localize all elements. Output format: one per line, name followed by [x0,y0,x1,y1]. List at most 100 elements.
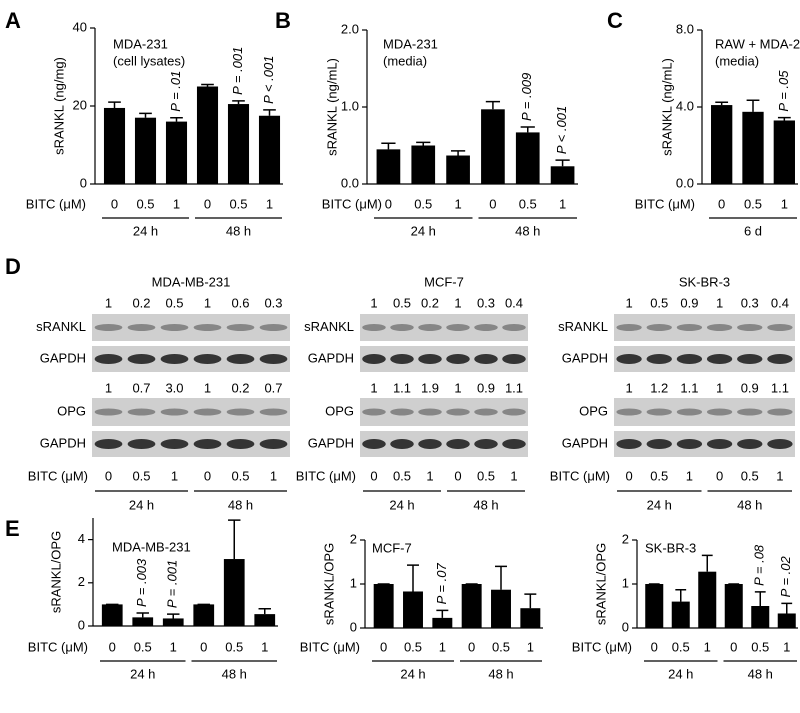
y-axis-label: sRANKL/OPG [48,531,63,613]
blot-band [259,439,288,449]
lane-label: 0.5 [393,468,411,483]
error-bar [167,613,180,619]
blot-band [390,439,414,449]
group-label: 24 h [133,223,158,238]
error-bar [754,591,766,606]
y-axis-label: sRANKL (ng/mL) [324,58,339,156]
y-tick-label: 0.0 [341,175,359,190]
blot-band [767,408,793,416]
lane-label: 1 [171,468,178,483]
error-bar [232,100,245,105]
y-tick-label: 2 [78,574,85,589]
bar [227,104,250,184]
y-tick-label: 2 [622,531,629,546]
blot-strip [614,314,795,341]
blot-band [737,324,763,331]
annotation: (media) [715,53,759,68]
band-quantification: 1.9 [421,380,439,395]
x-tick-label: 1 [704,639,711,654]
lane-label: 0 [716,468,723,483]
error-bar [228,519,241,560]
x-tick-label: 0 [111,196,118,211]
x-axis-label: BITC (μM) [635,196,695,211]
y-tick-label: 40 [73,19,87,34]
blot-band [94,354,123,364]
group-label: 24 h [411,223,436,238]
blot-title: MDA-MB-231 [152,274,231,289]
blot-band [127,408,156,416]
bar [711,105,733,184]
x-tick-label: 1 [170,639,177,654]
blot-row-label: sRANKL [558,319,608,334]
error-bar [746,99,760,112]
error-bar [781,602,793,614]
blot-band [767,439,793,449]
band-quantification: 0.7 [132,380,150,395]
bar [432,617,453,628]
x-tick-label: 0.5 [744,196,762,211]
panel-letter: C [607,8,623,33]
error-bar [416,141,431,146]
x-axis-label: BITC (μM) [300,639,360,654]
bar [196,86,219,184]
bar [373,584,394,628]
x-tick-label: 0 [651,639,658,654]
blot-strip [92,314,290,341]
bar [520,608,541,628]
blot-band [193,408,222,416]
x-tick-label: 1 [781,196,788,211]
bar [223,559,245,626]
blot-strip [614,346,795,372]
blot-row-label: sRANKL [36,319,86,334]
error-bar [495,565,507,590]
band-quantification: 0.4 [771,295,789,310]
blot-band [127,354,156,364]
blot-band [446,439,470,449]
bar [645,584,664,628]
blot-band [616,324,642,331]
p-value-label: P = .001 [230,47,245,95]
bar [193,604,215,626]
blot-band [226,354,255,364]
blot-strip [92,398,290,426]
blot-band [127,439,156,449]
blot-title: MCF-7 [424,274,464,289]
bar [742,111,764,184]
blot-band [502,324,526,331]
x-tick-label: 0.5 [404,639,422,654]
band-quantification: 0.2 [421,295,439,310]
error-bar [201,83,214,87]
blot-band [676,354,703,364]
bar [162,618,184,626]
blot-band [706,324,733,331]
blot-band [193,439,222,449]
band-quantification: 0.9 [680,295,698,310]
y-tick-label: 4 [78,531,85,546]
error-bar [407,564,419,592]
blot-row-label: GAPDH [40,350,86,365]
blot-band [362,408,386,416]
error-bar [524,593,537,609]
blot-band [502,354,526,364]
band-quantification: 0.2 [231,380,249,395]
band-quantification: 1 [625,380,632,395]
band-quantification: 1 [204,295,211,310]
x-tick-label: 0 [730,639,737,654]
x-tick-label: 0 [380,639,387,654]
y-tick-label: 0 [350,619,357,634]
bar [461,584,482,628]
blot-band [362,324,386,331]
group-label: 48 h [473,497,498,512]
y-tick-label: 2.0 [341,21,359,36]
lane-label: 1 [776,468,783,483]
bar [101,604,123,626]
x-axis-label: BITC (μM) [28,468,88,483]
blot-row-label: OPG [579,403,608,418]
x-axis-label: BITC (μM) [26,196,86,211]
blot-row-label: OPG [57,403,86,418]
blot-band [127,324,156,331]
blot-strip [360,346,528,372]
blot-band [226,439,255,449]
x-tick-label: 0.5 [225,639,243,654]
x-axis-label: BITC (μM) [322,196,382,211]
